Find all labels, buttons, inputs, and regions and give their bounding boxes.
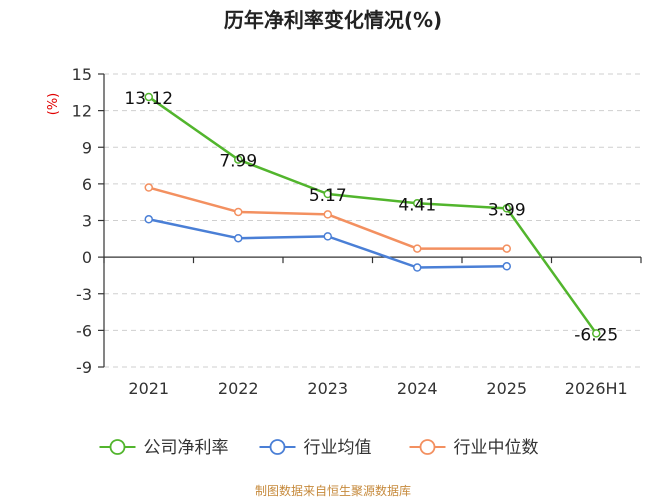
data-point	[413, 244, 422, 253]
legend-item: 行业均值	[259, 438, 372, 458]
data-point	[592, 329, 601, 338]
source-note: 制图数据来自恒生聚源数据库	[255, 483, 411, 498]
data-label: 5.17	[309, 186, 347, 206]
y-tick-label: 3	[82, 212, 92, 231]
data-point	[144, 215, 153, 224]
series-line	[148, 95, 598, 335]
data-point	[413, 199, 422, 208]
series	[144, 92, 601, 338]
x-tick-label: 2025	[486, 379, 527, 398]
x-tick-label: 2021	[128, 379, 169, 398]
data-label: -6.25	[574, 325, 618, 345]
data-point	[323, 210, 332, 219]
y-tick-label: -6	[76, 321, 92, 340]
legend-label: 行业均值	[304, 438, 372, 458]
data-point	[234, 207, 243, 217]
x-tick-label: 2022	[218, 379, 259, 398]
y-tick-label: 6	[82, 175, 92, 194]
y-tick-label: -9	[76, 358, 92, 377]
y-axis-unit: (%)	[46, 93, 61, 116]
data-point	[144, 183, 153, 192]
data-label: 7.99	[219, 152, 257, 172]
legend-marker	[419, 439, 436, 455]
data-label: 3.99	[488, 200, 526, 220]
legend-item: 公司净利率	[99, 438, 229, 458]
series-line	[148, 218, 507, 269]
axes: 15 12 9 6 3 0 -3 -6 -9 2021 2022 2023 2024 2025 2026H1	[72, 65, 642, 398]
data-label: 4.41	[398, 195, 436, 215]
y-tick-label: 12	[72, 102, 92, 121]
y-tick-label: 0	[82, 248, 92, 267]
legend-marker	[269, 439, 286, 455]
data-point	[502, 204, 511, 213]
data-point	[144, 92, 153, 102]
data-label: 13.12	[124, 89, 173, 109]
y-tick-label: 15	[72, 65, 92, 84]
gridlines	[104, 73, 641, 368]
legend-item: 行业中位数	[409, 438, 539, 458]
data-point	[413, 263, 422, 272]
data-point	[234, 155, 243, 164]
data-point	[323, 189, 332, 199]
data-point	[502, 244, 511, 253]
data-point	[234, 233, 243, 243]
legend-marker	[109, 439, 126, 455]
data-labels: 13.12 7.99 5.17 4.41 3.99 -6.25	[124, 89, 618, 345]
legend: 公司净利率 行业均值 行业中位数	[99, 438, 539, 458]
legend-label: 公司净利率	[144, 438, 229, 458]
data-point	[502, 262, 511, 271]
data-point	[323, 232, 332, 241]
x-tick-label: 2023	[307, 379, 348, 398]
x-tick-label: 2024	[397, 379, 438, 398]
y-tick-label: -3	[76, 285, 92, 304]
y-tick-label: 9	[82, 138, 92, 157]
legend-label: 行业中位数	[454, 438, 539, 458]
chart-title: 历年净利率变化情况(%)	[224, 8, 442, 32]
x-tick-label: 2026H1	[565, 379, 628, 398]
